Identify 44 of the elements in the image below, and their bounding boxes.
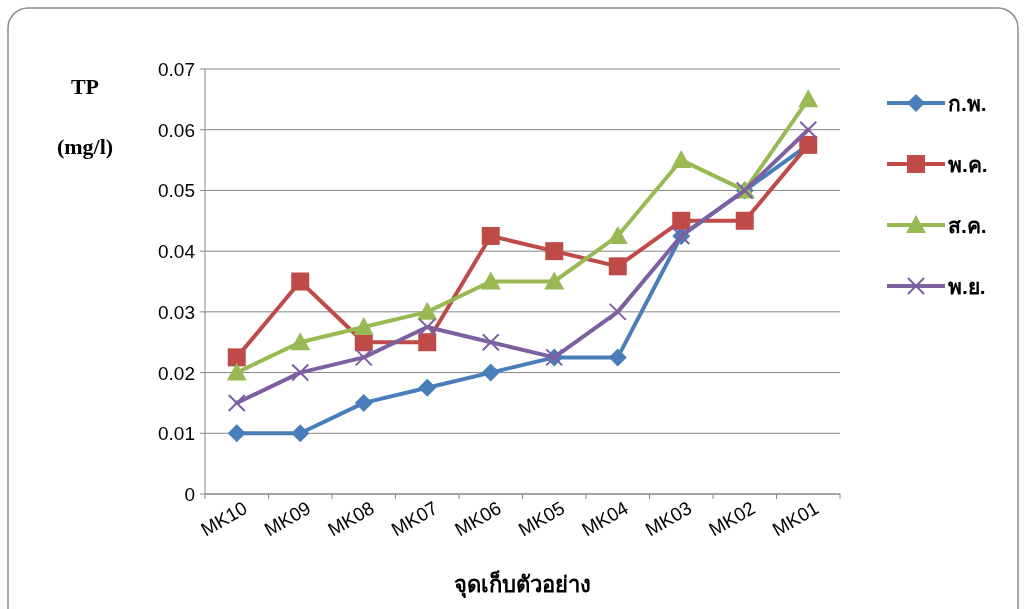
point xyxy=(227,393,246,412)
point xyxy=(799,120,818,139)
point xyxy=(672,211,691,230)
point xyxy=(481,363,500,382)
y-tick-label: 0.04 xyxy=(158,241,196,263)
y-tick-label: 0.02 xyxy=(158,362,195,384)
y-tick-label: 0.06 xyxy=(158,119,195,141)
point xyxy=(798,89,819,108)
point xyxy=(417,301,438,320)
legend-label: ก.พ. xyxy=(948,92,987,115)
point xyxy=(480,271,501,290)
point xyxy=(608,302,627,321)
point xyxy=(226,362,247,381)
legend-label: พ.ย. xyxy=(948,275,986,298)
point xyxy=(418,333,437,352)
legend-label: พ.ค. xyxy=(948,153,988,176)
point xyxy=(608,257,627,276)
legend-label: ส.ค. xyxy=(948,214,987,237)
x-axis-title: จุดเก็บตัวอย่าง xyxy=(454,570,591,599)
point xyxy=(608,348,627,367)
point xyxy=(607,225,628,244)
text: TP (mg/l) xyxy=(56,74,114,159)
point xyxy=(290,332,311,351)
point xyxy=(481,226,500,245)
y-tick-label: 0.03 xyxy=(158,301,195,323)
point xyxy=(291,272,310,291)
point xyxy=(353,317,374,336)
point xyxy=(735,211,754,230)
point xyxy=(227,348,246,367)
point xyxy=(481,333,500,352)
point xyxy=(671,150,692,169)
y-tick-label: 0 xyxy=(184,484,195,505)
point xyxy=(354,393,373,412)
point xyxy=(227,424,246,443)
y-tick-label: 0.05 xyxy=(158,180,195,202)
point xyxy=(354,348,373,367)
point xyxy=(544,271,565,290)
point xyxy=(418,318,437,337)
point xyxy=(418,378,437,397)
y-tick-label: 0.01 xyxy=(158,423,195,445)
y-tick-label: 0.07 xyxy=(158,59,195,80)
point xyxy=(291,363,310,382)
point xyxy=(291,424,310,443)
point xyxy=(545,242,564,261)
